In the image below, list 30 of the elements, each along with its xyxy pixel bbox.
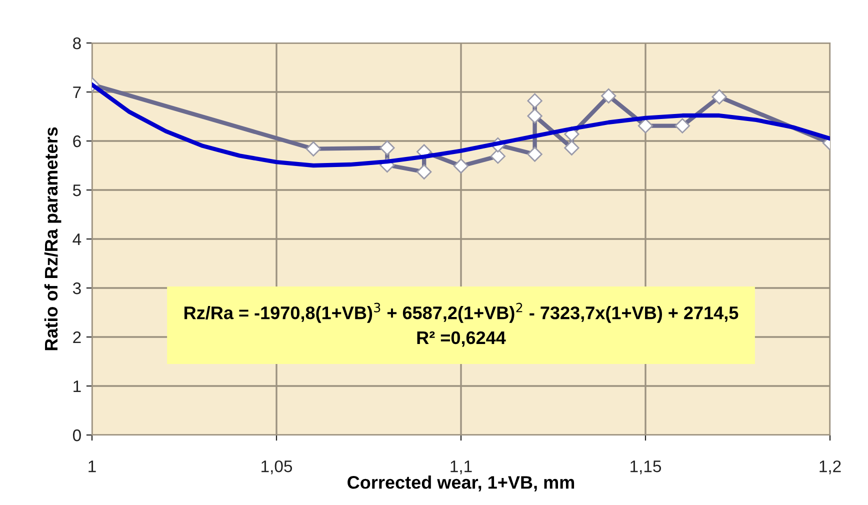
- x-tick-label: 1,15: [630, 460, 662, 474]
- point: [638, 118, 654, 134]
- point: [712, 89, 727, 104]
- y-tick-label: 1: [74, 380, 81, 392]
- x-axis-title: Corrected wear, 1+VB, mm: [348, 476, 574, 492]
- x-tick-label: 1,1: [450, 460, 472, 474]
- y-tick-label: 5: [72, 184, 81, 196]
- x-tick-label: 1,05: [262, 460, 292, 474]
- y-tick-label: 3: [72, 282, 81, 294]
- y-tick-label: 4: [72, 234, 82, 246]
- point: [380, 140, 395, 156]
- point: [564, 140, 580, 156]
- y-tick-label: 0: [72, 429, 81, 442]
- point: [601, 88, 616, 104]
- point: [416, 164, 432, 180]
- y-tick-label: 8: [73, 37, 81, 50]
- y-tick-label: 7: [73, 86, 81, 98]
- point: [453, 158, 469, 174]
- x-tick-label: 1,2: [820, 460, 841, 474]
- point: [527, 108, 542, 124]
- point: [674, 118, 690, 134]
- y-tick-label: 2: [73, 331, 81, 344]
- y-axis-title: Ratio of Rz/Ra parameters: [44, 127, 62, 350]
- point: [527, 93, 542, 108]
- x-tick-label: 1: [88, 460, 96, 472]
- y-tick-label: 6: [73, 135, 81, 148]
- point: [490, 148, 506, 164]
- point: [306, 141, 321, 156]
- point: [527, 146, 542, 162]
- text: Rz/Ra = -1970,8(1+VB)$^{3}$ + 6587,2(1+VB)$^{2}$ - 7323,7x(1+VB) + 2714,5 R² =0,6244: [184, 302, 738, 347]
